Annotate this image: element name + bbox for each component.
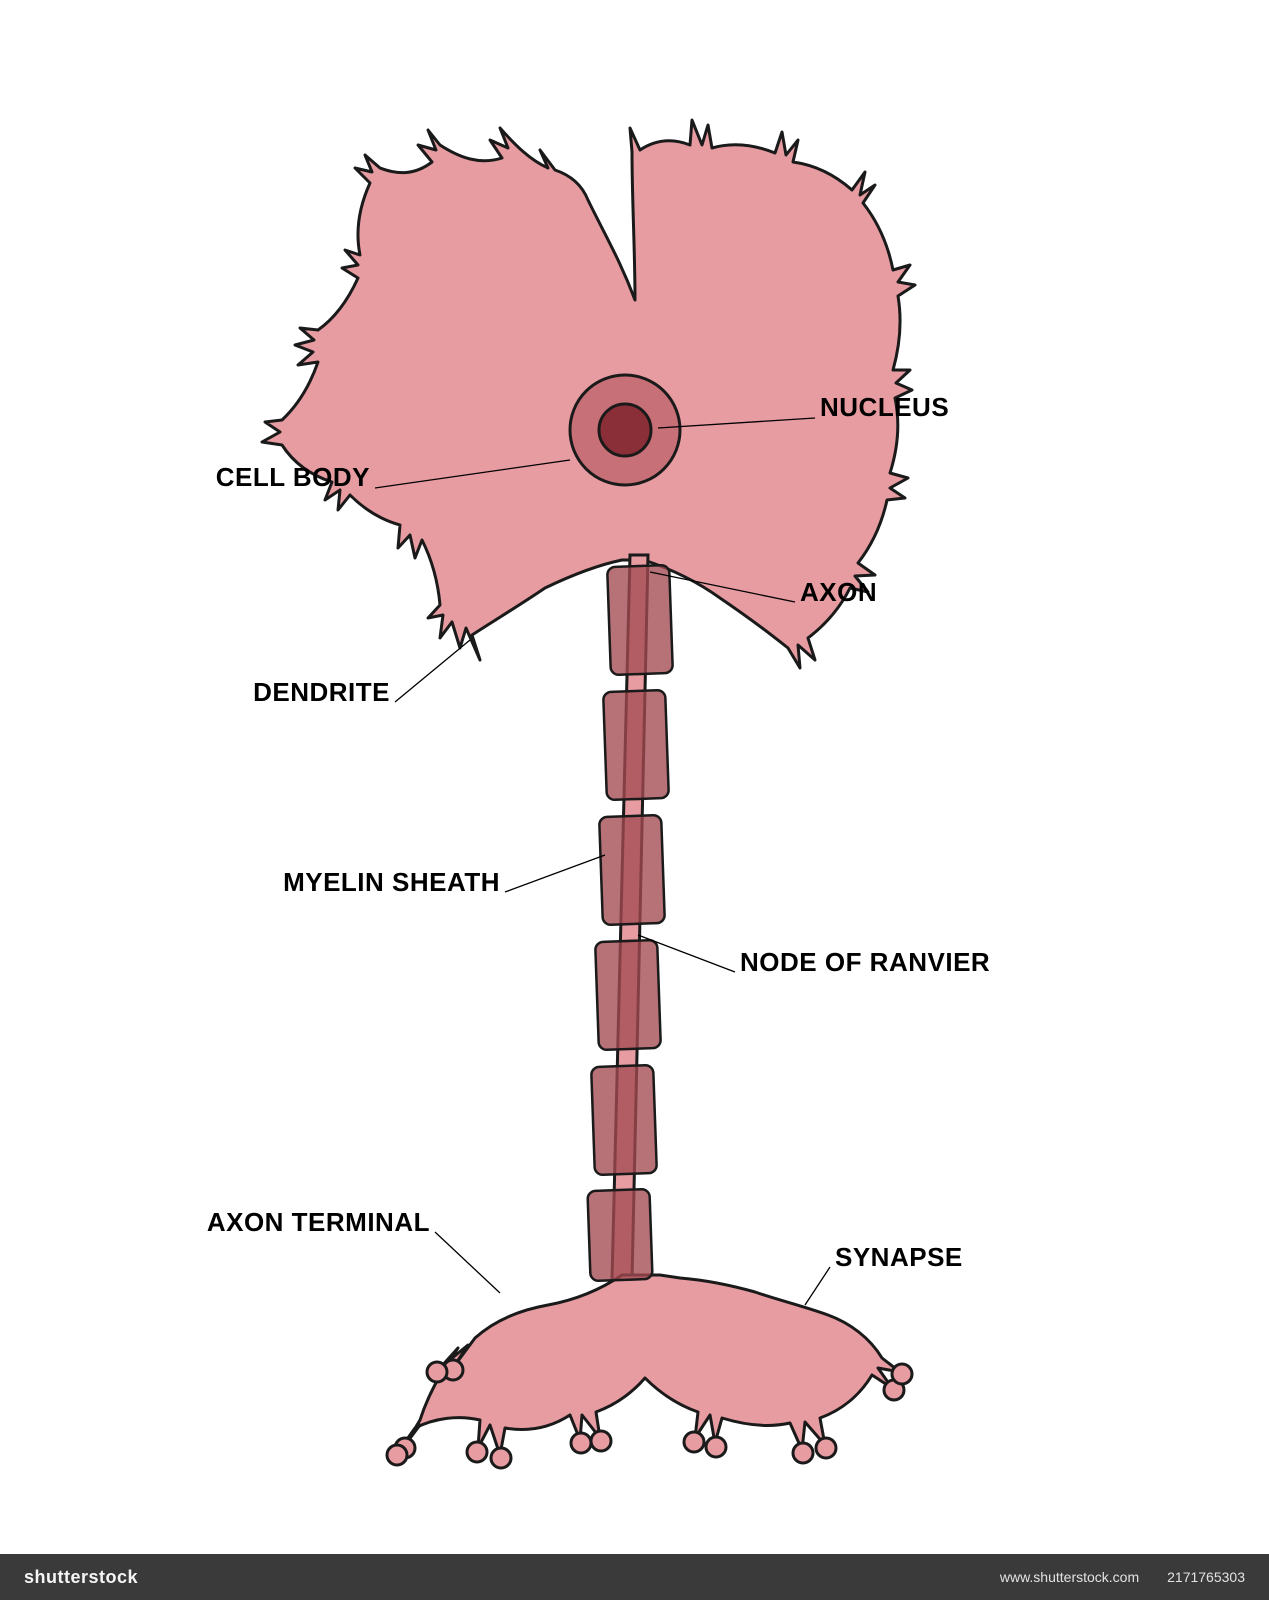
label-axon-terminal: AXON TERMINAL	[207, 1207, 430, 1238]
label-cell-body: CELL BODY	[216, 462, 370, 493]
label-myelin-sheath: MYELIN SHEATH	[283, 867, 500, 898]
axon-terminal-group	[387, 1275, 912, 1468]
stock-footer: shutterstock www.shutterstock.com 217176…	[0, 1554, 1269, 1600]
footer-brand: shutterstock	[24, 1567, 138, 1588]
footer-image-id: 2171765303	[1167, 1569, 1245, 1585]
label-synapse: SYNAPSE	[835, 1242, 963, 1273]
label-nucleus: NUCLEUS	[820, 392, 949, 423]
nucleus-inner	[599, 404, 651, 456]
neuron-diagram: NUCLEUS CELL BODY AXON DENDRITE MYELIN S…	[0, 0, 1269, 1600]
label-dendrite: DENDRITE	[253, 677, 390, 708]
label-axon: AXON	[800, 577, 877, 608]
myelin-sheath-group	[587, 565, 672, 1281]
label-node-of-ranvier: NODE OF RANVIER	[740, 947, 990, 978]
neuron-svg	[0, 0, 1269, 1600]
footer-site: www.shutterstock.com	[1000, 1569, 1139, 1585]
